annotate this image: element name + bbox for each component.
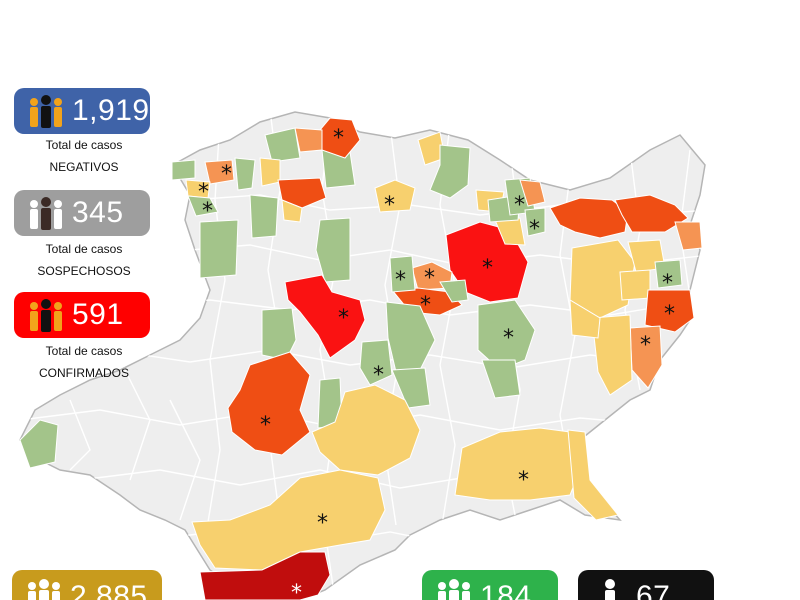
municipality-orange-light <box>674 221 703 251</box>
marker-asterisk: * <box>662 271 673 296</box>
marker-asterisk: * <box>317 511 328 536</box>
municipality-orange <box>549 197 629 239</box>
municipality-green <box>199 219 239 279</box>
marker-asterisk: * <box>373 363 384 388</box>
marker-asterisk: * <box>384 193 395 218</box>
confirmed-label: Total de casos CONFIRMADOS <box>14 340 154 384</box>
municipality-green <box>261 307 297 361</box>
municipality-orange <box>227 351 311 456</box>
bottom-black-badge: 67 <box>578 570 714 600</box>
people-icon <box>30 197 62 230</box>
municipality-green <box>481 359 521 399</box>
confirmed-count: 591 <box>72 298 124 331</box>
negatives-label: Total de casos NEGATIVOS <box>14 134 154 178</box>
people-icon <box>30 299 62 332</box>
marker-asterisk: * <box>221 162 232 187</box>
municipality-yellow <box>281 199 303 223</box>
municipality-green <box>234 157 256 191</box>
bottom-left-badge: 2,885 <box>12 570 162 600</box>
municipality-darkred <box>199 551 331 600</box>
marker-asterisk: * <box>395 268 406 293</box>
people-icon <box>438 579 470 600</box>
negatives-label-line1: Total de casos <box>45 138 123 152</box>
negatives-badge: 1,919 <box>14 88 150 134</box>
municipality-yellow <box>374 179 416 213</box>
marker-asterisk: * <box>338 306 349 331</box>
suspects-badge: 345 <box>14 190 150 236</box>
municipality-orange-light <box>519 179 546 207</box>
suspects-count: 345 <box>72 196 124 229</box>
marker-asterisk: * <box>503 326 514 351</box>
municipality-green <box>429 144 471 199</box>
bottom-black-count: 67 <box>636 580 671 600</box>
marker-asterisk: * <box>420 293 431 318</box>
people-icon <box>28 579 60 600</box>
municipality-orange-light <box>294 127 323 153</box>
marker-asterisk: * <box>202 199 213 224</box>
region-layer <box>19 117 703 600</box>
bottom-green-badge: 184 <box>422 570 558 600</box>
municipality-green <box>187 195 219 217</box>
bottom-green-count: 184 <box>480 580 532 600</box>
municipality-yellow <box>569 299 601 339</box>
marker-asterisk: * <box>333 126 344 151</box>
marker-asterisk: * <box>664 302 675 327</box>
municipality-green <box>359 339 393 386</box>
suspects-label: Total de casos SOSPECHOSOS <box>14 238 154 282</box>
municipality-green <box>654 259 683 289</box>
municipality-green <box>439 279 469 303</box>
marker-asterisk: * <box>518 468 529 493</box>
municipality-yellow <box>567 429 619 521</box>
confirmed-badge: 591 <box>14 292 150 338</box>
suspects-label-line2: SOSPECHOSOS <box>37 264 131 278</box>
confirmed-label-line1: Total de casos <box>45 344 123 358</box>
marker-layer: * * * * * * * * * * * * * * * * * * * * … <box>198 126 675 600</box>
municipality-green <box>477 299 536 371</box>
marker-asterisk: * <box>529 217 540 242</box>
municipality-green <box>389 255 416 293</box>
suspects-label-line1: Total de casos <box>45 242 123 256</box>
municipality-yellow <box>191 469 386 571</box>
municipality-yellow <box>619 269 651 301</box>
municipality-green <box>19 419 59 469</box>
marker-asterisk: * <box>291 581 302 600</box>
marker-asterisk: * <box>482 256 493 281</box>
marker-asterisk: * <box>514 193 525 218</box>
bottom-left-count: 2,885 <box>70 580 148 600</box>
municipality-yellow <box>591 314 633 396</box>
marker-asterisk: * <box>198 180 209 205</box>
municipality-green <box>524 207 546 237</box>
municipality-orange <box>277 177 327 209</box>
municipality-green <box>264 127 301 163</box>
municipality-orange-light <box>204 159 235 185</box>
municipality-green <box>315 217 351 283</box>
marker-asterisk: * <box>640 333 651 358</box>
municipality-yellow <box>311 384 421 476</box>
municipality-green <box>391 367 431 409</box>
marker-asterisk: * <box>260 413 271 438</box>
municipality-green <box>249 194 279 239</box>
municipality-red <box>284 274 366 359</box>
confirmed-label-line2: CONFIRMADOS <box>39 366 129 380</box>
negatives-count: 1,919 <box>72 94 150 127</box>
person-icon <box>605 579 615 600</box>
people-icon <box>30 95 62 128</box>
marker-asterisk: * <box>424 266 435 291</box>
municipality-green <box>171 159 196 181</box>
municipality-orange <box>644 289 695 333</box>
municipality-yellow <box>259 157 281 187</box>
negatives-label-line2: NEGATIVOS <box>49 160 119 174</box>
